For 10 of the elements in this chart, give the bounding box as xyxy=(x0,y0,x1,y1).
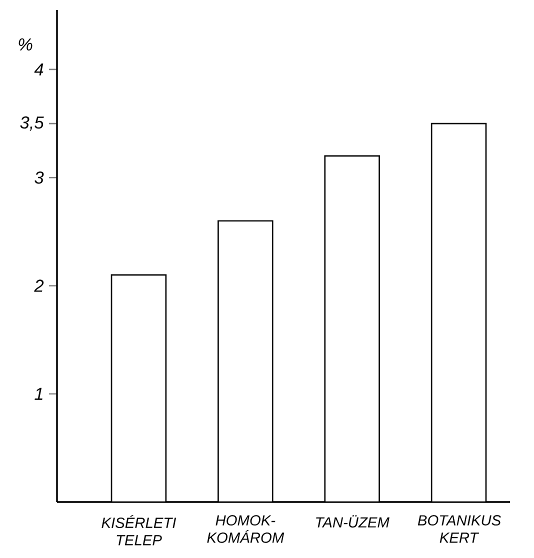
x-tick-label: HOMOK-KOMÁROM xyxy=(207,515,284,543)
y-axis-title: % xyxy=(18,38,32,51)
y-tick-label: 3 xyxy=(34,171,44,184)
y-tick-label: 2 xyxy=(34,280,44,292)
y-tick-label: 4 xyxy=(34,64,44,76)
y-tick-label: 1 xyxy=(34,388,42,400)
x-tick-label: KISÉRLETI TELEP xyxy=(102,515,176,546)
y-tick-label: 3,5 xyxy=(20,116,44,131)
x-tick-label: TAN-ÜZEM xyxy=(316,515,390,528)
x-tick-label: BOTANIKUS KERT xyxy=(418,515,501,543)
